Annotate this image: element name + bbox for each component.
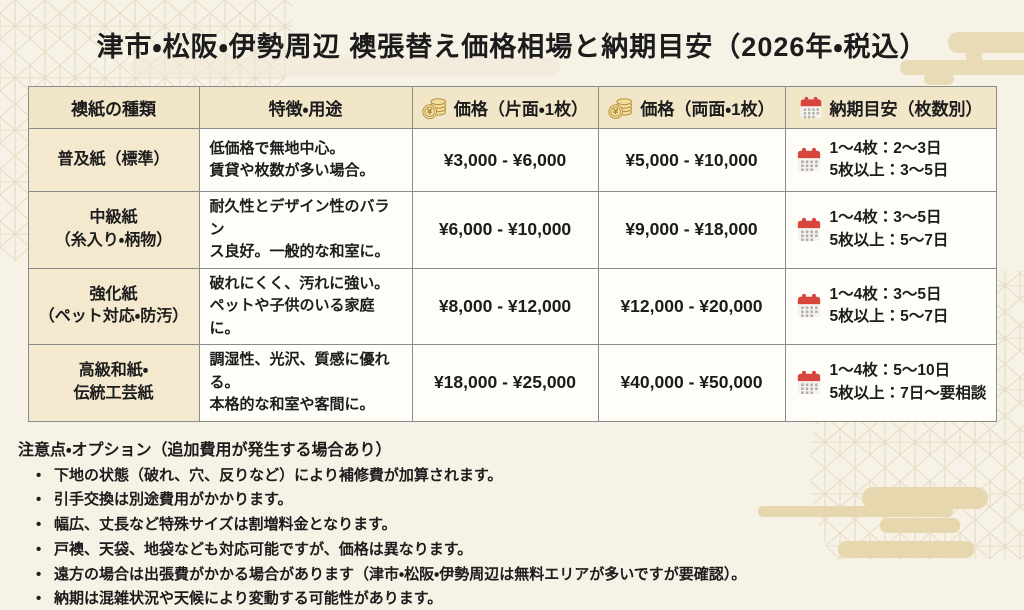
page-title: 津市・松阪・伊勢周辺 襖張替え価格相場と納期目安（2026年・税込） xyxy=(0,0,1024,64)
features-text: 破れにくく、汚れに強い。 xyxy=(210,273,402,296)
header-price-double: 価格（両面・1枚） xyxy=(598,87,785,129)
delivery-text: 1〜4枚：3〜5日 xyxy=(830,207,949,229)
delivery-text: 1〜4枚：5〜10日 xyxy=(830,360,987,382)
features-text: 本格的な和室や客間に。 xyxy=(210,394,402,417)
delivery-text: 5枚以上：5〜7日 xyxy=(830,306,949,328)
paper-type-text: 強化紙 xyxy=(31,284,197,306)
price-single-cell: ¥8,000 - ¥12,000 xyxy=(412,268,598,345)
price-double-cell: ¥5,000 - ¥10,000 xyxy=(598,129,785,192)
calendar-icon xyxy=(799,96,823,120)
delivery-cell: 1〜4枚：3〜5日 5枚以上：5〜7日 xyxy=(785,192,996,269)
table-row: 中級紙 （糸入り・柄物） 耐久性とデザイン性のバラン ス良好。一般的な和室に。 … xyxy=(28,192,996,269)
price-double-cell: ¥9,000 - ¥18,000 xyxy=(598,192,785,269)
price-double-cell: ¥40,000 - ¥50,000 xyxy=(598,345,785,422)
header-paper-type: 襖紙の種類 xyxy=(28,87,199,129)
delivery-cell: 1〜4枚：3〜5日 5枚以上：5〜7日 xyxy=(785,268,996,345)
header-label: 襖紙の種類 xyxy=(71,95,156,120)
price-single-cell: ¥6,000 - ¥10,000 xyxy=(412,192,598,269)
delivery-cell: 1〜4枚：2〜3日 5枚以上：3〜5日 xyxy=(785,129,996,192)
table-row: 高級和紙・ 伝統工芸紙 調湿性、光沢、質感に優れる。 本格的な和室や客間に。 ¥… xyxy=(28,345,996,422)
paper-type-text: （糸入り・柄物） xyxy=(31,230,197,252)
paper-type-cell: 中級紙 （糸入り・柄物） xyxy=(28,192,199,269)
features-text: ス良好。一般的な和室に。 xyxy=(210,241,402,264)
delivery-cell: 1〜4枚：5〜10日 5枚以上：7日〜要相談 xyxy=(785,345,996,422)
coins-icon xyxy=(422,96,447,120)
delivery-text: 1〜4枚：3〜5日 xyxy=(830,284,949,306)
features-cell: 破れにくく、汚れに強い。 ペットや子供のいる家庭に。 xyxy=(199,268,412,345)
paper-type-text: 中級紙 xyxy=(31,207,197,229)
table-row: 強化紙 （ペット対応・防汚） 破れにくく、汚れに強い。 ペットや子供のいる家庭に… xyxy=(28,268,996,345)
features-cell: 低価格で無地中心。 賃貸や枚数が多い場合。 xyxy=(199,129,412,192)
price-single-cell: ¥3,000 - ¥6,000 xyxy=(412,129,598,192)
note-item: 幅広、丈長など特殊サイズは割増料金となります。 xyxy=(36,514,1024,536)
table-header-row: 襖紙の種類 特徴・用途 価格（片面・1枚） 価格（両面・1枚） 納期目安（枚数別… xyxy=(28,87,996,129)
header-label: 納期目安（枚数別） xyxy=(830,95,983,120)
delivery-text: 1〜4枚：2〜3日 xyxy=(830,138,949,160)
price-single-cell: ¥18,000 - ¥25,000 xyxy=(412,345,598,422)
header-label: 価格（片面・1枚） xyxy=(454,95,588,120)
paper-type-text: 伝統工芸紙 xyxy=(31,383,197,405)
note-item: 戸襖、天袋、地袋なども対応可能ですが、価格は異なります。 xyxy=(36,539,1024,561)
calendar-icon xyxy=(796,370,822,396)
price-table: 襖紙の種類 特徴・用途 価格（片面・1枚） 価格（両面・1枚） 納期目安（枚数別… xyxy=(28,86,997,422)
header-label: 特徴・用途 xyxy=(269,95,343,120)
delivery-text: 5枚以上：7日〜要相談 xyxy=(830,383,987,405)
note-item: 引手交換は別途費用がかかります。 xyxy=(36,489,1024,511)
paper-type-text: （ペット対応・防汚） xyxy=(31,306,197,328)
paper-type-cell: 普及紙（標準） xyxy=(28,129,199,192)
calendar-icon xyxy=(796,147,822,173)
features-text: 賃貸や枚数が多い場合。 xyxy=(210,160,402,183)
note-item: 遠方の場合は出張費がかかる場合があります（津市・松阪・伊勢周辺は無料エリアが多い… xyxy=(36,564,1024,586)
header-price-single: 価格（片面・1枚） xyxy=(412,87,598,129)
delivery-text: 5枚以上：5〜7日 xyxy=(830,230,949,252)
paper-type-text: 普及紙（標準） xyxy=(31,149,197,171)
notes-heading: 注意点・オプション（追加費用が発生する場合あり） xyxy=(18,436,1024,460)
features-text: 低価格で無地中心。 xyxy=(210,138,402,161)
coins-icon xyxy=(608,96,633,120)
header-features: 特徴・用途 xyxy=(199,87,412,129)
note-item: 納期は混雑状況や天候により変動する可能性があります。 xyxy=(36,588,1024,610)
paper-type-cell: 強化紙 （ペット対応・防汚） xyxy=(28,268,199,345)
features-cell: 調湿性、光沢、質感に優れる。 本格的な和室や客間に。 xyxy=(199,345,412,422)
features-text: 調湿性、光沢、質感に優れる。 xyxy=(210,349,402,394)
paper-type-text: 高級和紙・ xyxy=(31,360,197,382)
features-cell: 耐久性とデザイン性のバラン ス良好。一般的な和室に。 xyxy=(199,192,412,269)
features-text: 耐久性とデザイン性のバラン xyxy=(210,196,402,241)
price-double-cell: ¥12,000 - ¥20,000 xyxy=(598,268,785,345)
header-delivery: 納期目安（枚数別） xyxy=(785,87,996,129)
calendar-icon xyxy=(796,217,822,243)
notes-section: 注意点・オプション（追加費用が発生する場合あり） 下地の状態（破れ、穴、反りなど… xyxy=(18,436,1024,610)
calendar-icon xyxy=(796,293,822,319)
notes-list: 下地の状態（破れ、穴、反りなど）により補修費が加算されます。 引手交換は別途費用… xyxy=(36,465,1024,610)
paper-type-cell: 高級和紙・ 伝統工芸紙 xyxy=(28,345,199,422)
features-text: ペットや子供のいる家庭に。 xyxy=(210,295,402,340)
table-row: 普及紙（標準） 低価格で無地中心。 賃貸や枚数が多い場合。 ¥3,000 - ¥… xyxy=(28,129,996,192)
delivery-text: 5枚以上：3〜5日 xyxy=(830,160,949,182)
header-label: 価格（両面・1枚） xyxy=(640,95,774,120)
note-item: 下地の状態（破れ、穴、反りなど）により補修費が加算されます。 xyxy=(36,465,1024,487)
